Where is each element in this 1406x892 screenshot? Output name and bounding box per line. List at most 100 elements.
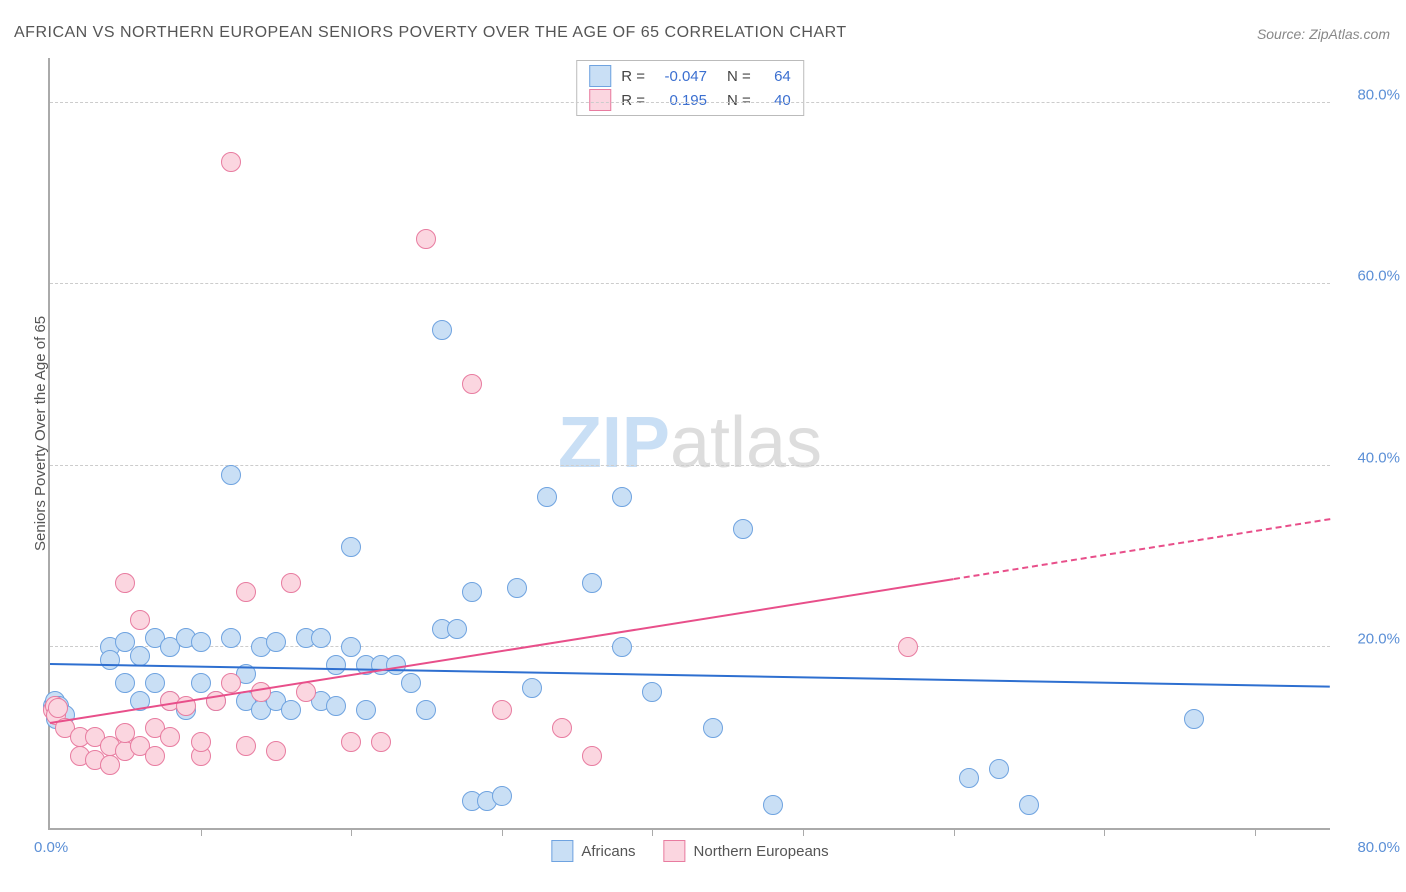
scatter-point-africans: [416, 700, 436, 720]
x-tick: [954, 828, 955, 836]
scatter-point-northern-europeans: [416, 229, 436, 249]
watermark: ZIPatlas: [558, 402, 822, 484]
legend-swatch: [589, 65, 611, 87]
scatter-point-africans: [221, 465, 241, 485]
scatter-point-africans: [341, 537, 361, 557]
x-tick: [1255, 828, 1256, 836]
series-legend-label: Africans: [581, 843, 635, 860]
scatter-point-northern-europeans: [191, 732, 211, 752]
scatter-point-africans: [642, 682, 662, 702]
x-tick: [803, 828, 804, 836]
scatter-point-northern-europeans: [582, 746, 602, 766]
scatter-point-northern-europeans: [115, 573, 135, 593]
x-label-min: 0.0%: [34, 839, 68, 856]
scatter-point-africans: [492, 786, 512, 806]
watermark-atlas: atlas: [670, 403, 822, 483]
scatter-point-northern-europeans: [160, 727, 180, 747]
gridline: [50, 646, 1330, 647]
scatter-point-africans: [401, 673, 421, 693]
y-tick-label: 20.0%: [1357, 630, 1400, 647]
scatter-point-africans: [1184, 709, 1204, 729]
stat-r-label: R =: [621, 92, 645, 109]
stat-r-value: 0.195: [655, 92, 707, 109]
source-attribution: Source: ZipAtlas.com: [1257, 26, 1390, 42]
scatter-point-northern-europeans: [221, 673, 241, 693]
legend-swatch: [589, 89, 611, 111]
scatter-point-africans: [356, 700, 376, 720]
scatter-point-africans: [462, 582, 482, 602]
scatter-point-africans: [1019, 795, 1039, 815]
scatter-point-northern-europeans: [552, 718, 572, 738]
stat-n-label: N =: [727, 68, 751, 85]
stats-legend-row: R = 0.195 N = 40: [589, 89, 791, 111]
series-legend-item: Africans: [551, 840, 635, 862]
series-legend-item: Northern Europeans: [664, 840, 829, 862]
scatter-point-africans: [447, 619, 467, 639]
y-tick-label: 60.0%: [1357, 268, 1400, 285]
chart-title: AFRICAN VS NORTHERN EUROPEAN SENIORS POV…: [14, 24, 847, 42]
gridline: [50, 283, 1330, 284]
scatter-point-africans: [221, 628, 241, 648]
x-tick: [201, 828, 202, 836]
scatter-point-africans: [266, 632, 286, 652]
x-tick: [1104, 828, 1105, 836]
scatter-point-africans: [989, 759, 1009, 779]
scatter-point-africans: [522, 678, 542, 698]
scatter-point-africans: [582, 573, 602, 593]
scatter-point-africans: [612, 637, 632, 657]
scatter-point-africans: [432, 320, 452, 340]
series-legend: Africans Northern Europeans: [551, 840, 828, 862]
plot-area: ZIPatlas R =-0.047N =64R =0.195N =40 Afr…: [48, 58, 1330, 830]
stat-r-value: -0.047: [655, 68, 707, 85]
scatter-point-northern-europeans: [266, 741, 286, 761]
scatter-point-northern-europeans: [236, 582, 256, 602]
scatter-point-africans: [763, 795, 783, 815]
scatter-point-northern-europeans: [296, 682, 316, 702]
scatter-point-africans: [703, 718, 723, 738]
scatter-point-africans: [326, 696, 346, 716]
scatter-point-northern-europeans: [462, 374, 482, 394]
scatter-point-northern-europeans: [48, 698, 68, 718]
x-tick: [502, 828, 503, 836]
scatter-point-northern-europeans: [236, 736, 256, 756]
scatter-point-africans: [191, 673, 211, 693]
scatter-point-africans: [612, 487, 632, 507]
scatter-point-africans: [130, 646, 150, 666]
scatter-point-africans: [311, 628, 331, 648]
stat-n-label: N =: [727, 92, 751, 109]
stat-n-value: 40: [761, 92, 791, 109]
y-axis-title: Seniors Poverty Over the Age of 65: [32, 316, 49, 551]
scatter-point-northern-europeans: [130, 610, 150, 630]
watermark-zip: ZIP: [558, 403, 670, 483]
scatter-point-africans: [281, 700, 301, 720]
scatter-point-africans: [145, 673, 165, 693]
scatter-point-northern-europeans: [371, 732, 391, 752]
scatter-point-africans: [733, 519, 753, 539]
scatter-point-northern-europeans: [898, 637, 918, 657]
scatter-point-northern-europeans: [492, 700, 512, 720]
scatter-point-africans: [537, 487, 557, 507]
stat-n-value: 64: [761, 68, 791, 85]
scatter-point-africans: [191, 632, 211, 652]
scatter-point-africans: [959, 768, 979, 788]
scatter-point-northern-europeans: [145, 746, 165, 766]
legend-swatch: [551, 840, 573, 862]
scatter-point-africans: [507, 578, 527, 598]
scatter-point-northern-europeans: [221, 152, 241, 172]
scatter-point-africans: [115, 673, 135, 693]
x-tick: [652, 828, 653, 836]
stat-r-label: R =: [621, 68, 645, 85]
legend-swatch: [664, 840, 686, 862]
x-label-max: 80.0%: [1357, 839, 1400, 856]
gridline: [50, 465, 1330, 466]
x-tick: [351, 828, 352, 836]
scatter-point-northern-europeans: [281, 573, 301, 593]
scatter-point-northern-europeans: [341, 732, 361, 752]
y-tick-label: 40.0%: [1357, 449, 1400, 466]
trend-northern-europeans-dashed: [953, 518, 1330, 580]
scatter-point-northern-europeans: [251, 682, 271, 702]
stats-legend-row: R = -0.047 N = 64: [589, 65, 791, 87]
series-legend-label: Northern Europeans: [694, 843, 829, 860]
y-tick-label: 80.0%: [1357, 87, 1400, 104]
scatter-point-africans: [100, 650, 120, 670]
